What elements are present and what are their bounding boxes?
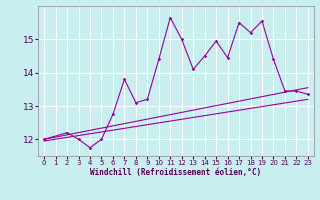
X-axis label: Windchill (Refroidissement éolien,°C): Windchill (Refroidissement éolien,°C) — [91, 168, 261, 177]
